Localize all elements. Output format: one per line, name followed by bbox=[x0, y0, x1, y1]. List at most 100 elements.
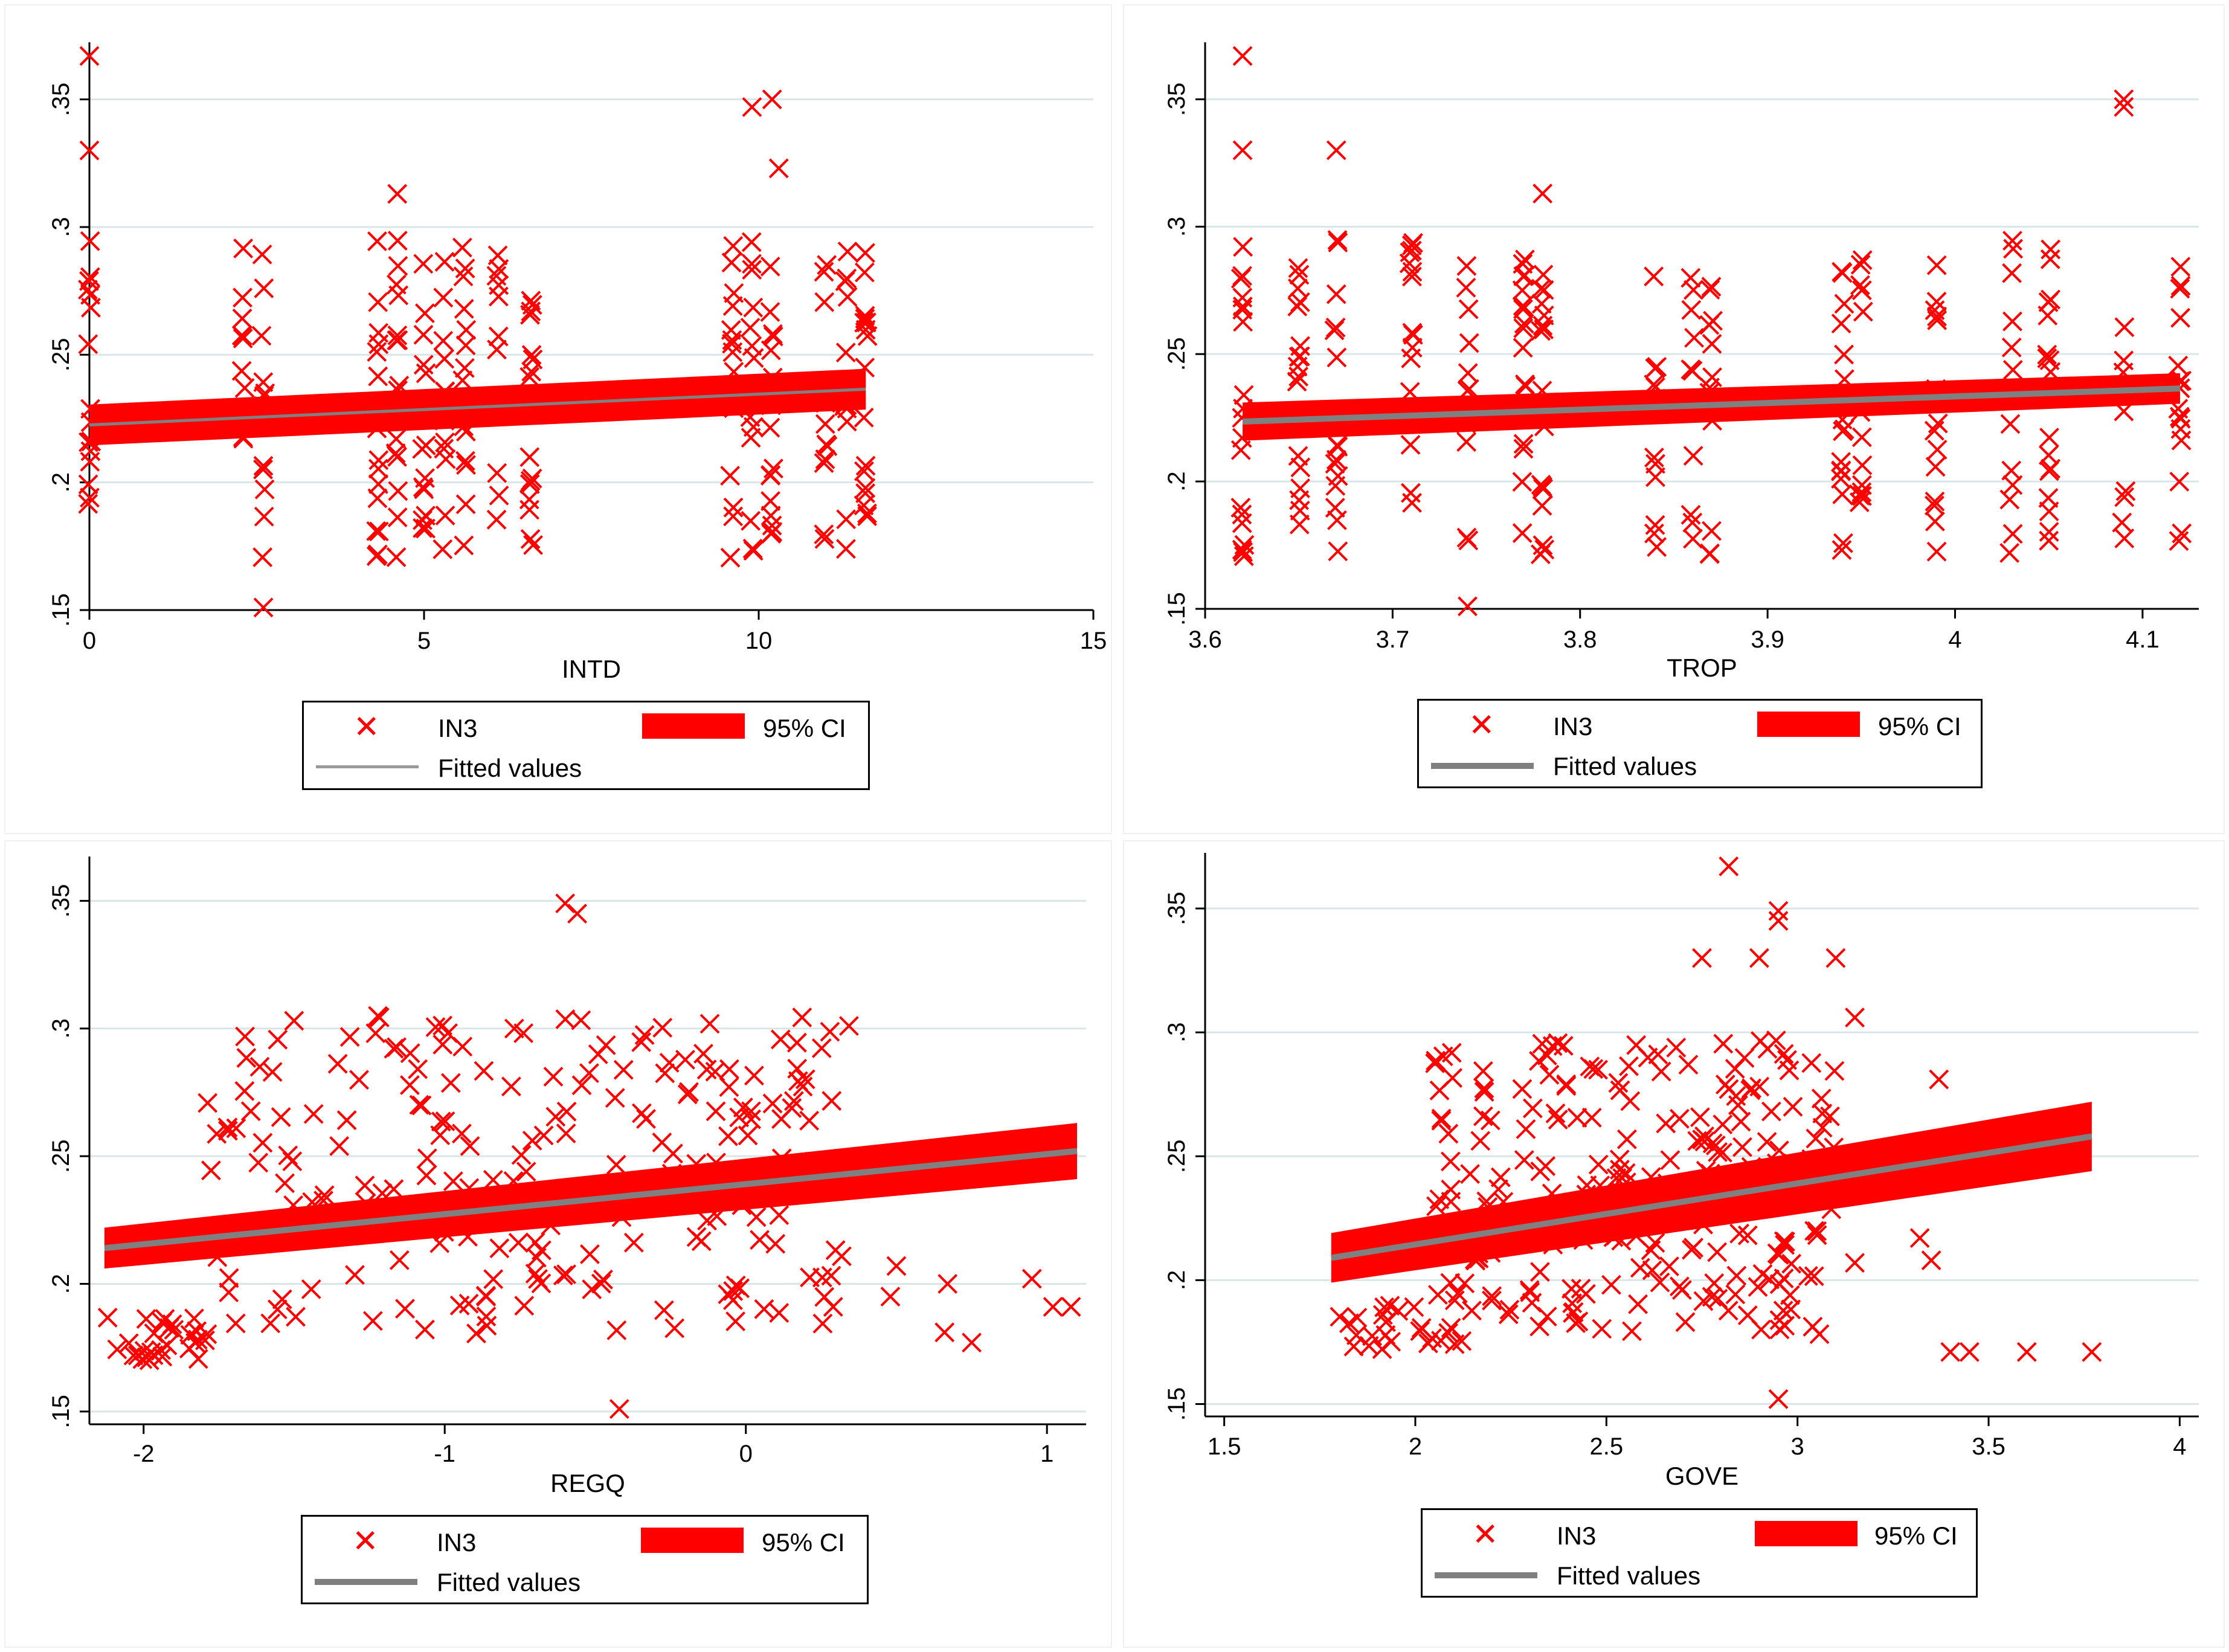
data-point bbox=[792, 1007, 812, 1027]
data-point bbox=[1675, 1312, 1696, 1332]
data-point bbox=[1588, 1154, 1609, 1175]
data-point bbox=[1659, 1256, 1679, 1276]
x-tick-label: 15 bbox=[1080, 628, 1107, 654]
data-point bbox=[1656, 1113, 1676, 1134]
data-point bbox=[1513, 338, 1533, 358]
data-point bbox=[1853, 301, 1873, 322]
data-point bbox=[1773, 1300, 1793, 1321]
data-point bbox=[248, 1152, 269, 1173]
data-point bbox=[2038, 488, 2059, 508]
data-point bbox=[78, 474, 98, 495]
data-point bbox=[388, 285, 409, 306]
data-point bbox=[260, 1313, 281, 1334]
data-point bbox=[1713, 1033, 1734, 1054]
data-point bbox=[1666, 1037, 1687, 1058]
data-point bbox=[521, 301, 541, 322]
data-point bbox=[433, 1034, 453, 1055]
data-point bbox=[1388, 1300, 1409, 1321]
data-point bbox=[386, 547, 407, 567]
data-point bbox=[456, 455, 476, 475]
data-point bbox=[1925, 511, 1945, 532]
data-point bbox=[814, 529, 835, 549]
data-point bbox=[1834, 344, 1854, 365]
data-point bbox=[1339, 1313, 1359, 1334]
data-point bbox=[567, 904, 587, 924]
x-tick-label: -2 bbox=[133, 1441, 155, 1467]
legend-label-scatter: IN3 bbox=[438, 714, 478, 742]
data-point bbox=[613, 1059, 634, 1080]
data-point bbox=[1581, 1107, 1602, 1128]
data-point bbox=[1751, 1319, 1771, 1340]
data-point bbox=[722, 342, 743, 362]
data-point bbox=[761, 466, 780, 486]
legend-label-scatter: IN3 bbox=[1557, 1522, 1597, 1550]
x-axis-title: TROP bbox=[1667, 654, 1737, 682]
data-point bbox=[730, 1278, 750, 1299]
data-point bbox=[1708, 1142, 1728, 1162]
data-point bbox=[1925, 300, 1945, 320]
data-point bbox=[837, 287, 858, 307]
data-point bbox=[438, 1023, 458, 1043]
data-point bbox=[413, 324, 434, 345]
data-point bbox=[1290, 336, 1310, 356]
data-point bbox=[760, 256, 780, 277]
data-point bbox=[452, 370, 473, 391]
data-point bbox=[1512, 1079, 1533, 1099]
data-point bbox=[449, 1295, 470, 1316]
data-point bbox=[436, 449, 456, 469]
data-point bbox=[693, 1044, 713, 1064]
data-point bbox=[1326, 140, 1346, 161]
data-point bbox=[2016, 1342, 2037, 1362]
data-point bbox=[1403, 324, 1423, 345]
data-point bbox=[723, 236, 744, 256]
data-point bbox=[1728, 1095, 1748, 1116]
data-point bbox=[854, 407, 874, 428]
data-point bbox=[1326, 284, 1346, 304]
data-point bbox=[2003, 239, 2024, 259]
data-point bbox=[1809, 1324, 1830, 1345]
data-point bbox=[409, 1094, 429, 1115]
x-axis-title: GOVE bbox=[1665, 1462, 1738, 1490]
y-tick-label: .2 bbox=[1163, 1270, 1190, 1290]
x-tick-label: 10 bbox=[745, 628, 773, 654]
legend-label-ci: 95% CI bbox=[1874, 1522, 1958, 1550]
data-point bbox=[591, 1273, 611, 1294]
data-point bbox=[788, 1071, 808, 1091]
data-point bbox=[2112, 512, 2132, 533]
legend-label-ci: 95% CI bbox=[1878, 712, 1961, 741]
data-point bbox=[1513, 434, 1534, 454]
data-point bbox=[1536, 1156, 1556, 1176]
data-point bbox=[832, 1246, 852, 1267]
data-point bbox=[631, 1032, 652, 1052]
data-point bbox=[232, 326, 252, 346]
data-point bbox=[1346, 1325, 1366, 1345]
legend-label-fit: Fitted values bbox=[437, 1568, 581, 1596]
legend-marker-icon: ✕ bbox=[1468, 707, 1495, 744]
data-point bbox=[1748, 1277, 1768, 1297]
data-point bbox=[1438, 1323, 1458, 1343]
data-point bbox=[416, 1165, 437, 1186]
data-point bbox=[1694, 1131, 1715, 1152]
data-point bbox=[408, 1059, 428, 1079]
data-point bbox=[201, 1160, 221, 1181]
data-point bbox=[741, 232, 762, 252]
data-point bbox=[593, 1269, 613, 1290]
x-tick-label: 3.6 bbox=[1188, 626, 1222, 653]
data-point bbox=[1726, 1265, 1747, 1286]
data-point bbox=[636, 1109, 656, 1129]
y-tick-label: .25 bbox=[48, 338, 74, 371]
data-point bbox=[251, 326, 272, 346]
data-point bbox=[1757, 1132, 1777, 1152]
fit-line bbox=[89, 387, 866, 427]
data-point bbox=[1678, 1055, 1699, 1075]
data-point bbox=[815, 414, 835, 434]
legend-ci-swatch bbox=[641, 1528, 744, 1553]
y-tick-label: .2 bbox=[48, 472, 74, 492]
data-point bbox=[697, 1210, 717, 1231]
data-point bbox=[556, 1123, 576, 1143]
chart-panel-4: .15 .2 .25 .3 .35 1.5 2 2.5 3 3.5 4 GOVE bbox=[1163, 853, 2199, 1490]
data-point bbox=[413, 254, 434, 274]
data-point bbox=[521, 361, 542, 382]
data-point bbox=[1327, 435, 1348, 455]
